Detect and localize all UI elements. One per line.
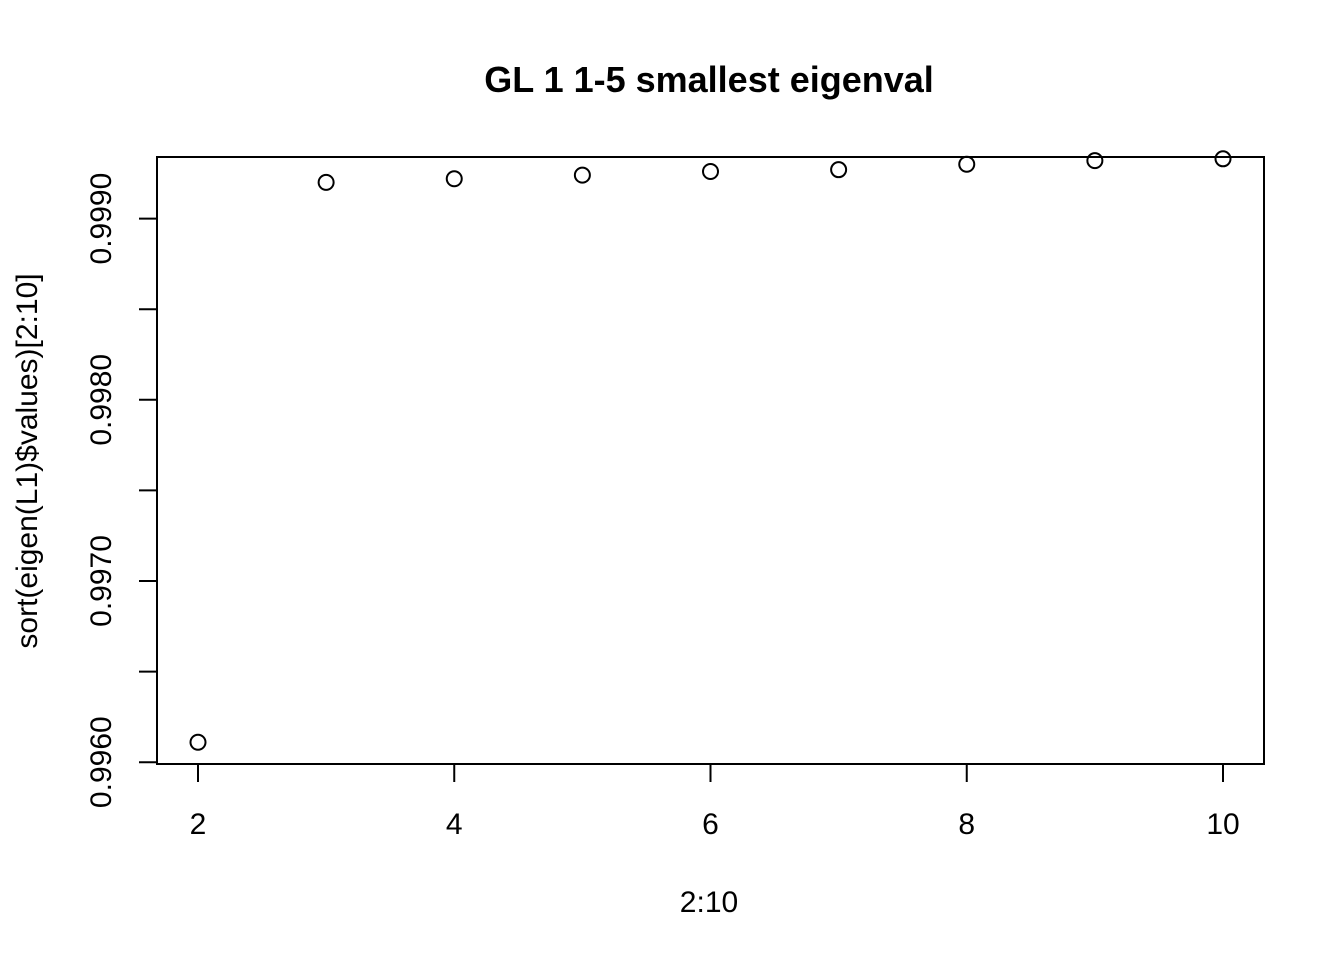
- plot-area-box: [156, 156, 1265, 765]
- y-tick-label: 0.9960: [85, 716, 118, 808]
- data-point: [1214, 150, 1232, 168]
- x-tick-label: 6: [702, 808, 719, 841]
- y-axis-title: sort(eigen(L1)$values)[2:10]: [11, 273, 44, 648]
- data-point: [830, 161, 848, 179]
- data-points: [189, 150, 1232, 751]
- x-tick-label: 8: [958, 808, 975, 841]
- data-point: [702, 162, 719, 180]
- y-axis: 0.9960 0.9970 0.9980 0.9990: [85, 173, 158, 808]
- data-point: [189, 733, 207, 751]
- data-point: [445, 170, 463, 188]
- data-point: [1086, 152, 1104, 170]
- x-axis-title: 2:10: [680, 886, 738, 919]
- y-tick-label: 0.9980: [85, 354, 118, 446]
- x-tick-label: 4: [446, 808, 463, 841]
- x-tick-label: 10: [1206, 808, 1239, 841]
- y-tick-label: 0.9970: [85, 535, 118, 627]
- x-axis: 2 4 6 8 10: [190, 763, 1240, 841]
- data-point: [958, 155, 976, 173]
- y-tick-label: 0.9990: [85, 173, 118, 265]
- data-point: [317, 173, 335, 191]
- data-point: [573, 166, 591, 184]
- x-tick-label: 2: [190, 808, 207, 841]
- chart-title: GL 1 1-5 smallest eigenval: [484, 59, 934, 100]
